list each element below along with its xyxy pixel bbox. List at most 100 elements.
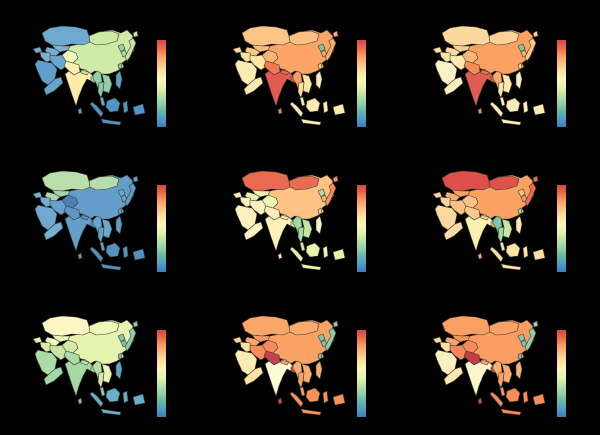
colorbar: [157, 330, 166, 417]
country-sri-lanka: [77, 397, 83, 405]
asia-choropleth-map: [32, 315, 146, 416]
country-japan: [124, 30, 139, 62]
map-panel-bottom-right: [400, 290, 600, 435]
country-yemen-oman: [43, 221, 64, 241]
country-north-korea: [517, 43, 526, 53]
country-philippines: [315, 360, 323, 380]
country-mongolia: [288, 320, 320, 336]
map-area: [400, 145, 550, 290]
country-mongolia: [88, 30, 120, 46]
country-yemen-oman: [243, 76, 264, 96]
country-yemen-oman: [43, 76, 64, 96]
country-nepal: [480, 214, 490, 221]
country-nepal: [280, 214, 290, 221]
country-malaysia: [499, 386, 506, 397]
country-north-korea: [517, 333, 526, 343]
country-thailand: [297, 226, 305, 244]
country-japan: [124, 175, 139, 207]
country-indonesia: [289, 97, 346, 126]
country-sri-lanka: [77, 252, 83, 260]
country-kazakhstan: [41, 315, 91, 337]
country-philippines: [115, 70, 123, 90]
country-nepal: [480, 359, 490, 366]
colorbar: [357, 40, 366, 127]
country-japan: [324, 320, 339, 352]
country-sri-lanka: [277, 107, 283, 115]
country-indonesia: [489, 387, 546, 416]
country-mongolia: [288, 175, 320, 191]
country-japan: [524, 175, 539, 207]
map-area: [0, 145, 150, 290]
country-india: [464, 213, 494, 252]
map-panel-bottom-left: [0, 290, 200, 435]
country-north-korea: [317, 188, 326, 198]
country-yemen-oman: [443, 76, 464, 96]
country-taiwan: [117, 207, 123, 215]
asia-choropleth-map: [232, 25, 346, 126]
country-philippines: [515, 70, 523, 90]
map-area: [0, 290, 150, 435]
map-area: [200, 0, 350, 145]
country-japan: [524, 320, 539, 352]
map-area: [400, 290, 550, 435]
map-panel-middle-right: [400, 145, 600, 290]
map-panel-middle-left: [0, 145, 200, 290]
country-indonesia: [289, 387, 346, 416]
country-thailand: [97, 226, 105, 244]
colorbar: [557, 40, 566, 127]
map-panel-top-center: [200, 0, 400, 145]
country-nepal: [80, 69, 90, 76]
map-area: [0, 0, 150, 145]
country-japan: [324, 175, 339, 207]
country-malaysia: [99, 241, 106, 252]
map-area: [200, 145, 350, 290]
colorbar: [357, 185, 366, 272]
country-north-korea: [517, 188, 526, 198]
country-philippines: [315, 70, 323, 90]
country-thailand: [297, 81, 305, 99]
country-kazakhstan: [441, 170, 491, 192]
country-nepal: [80, 359, 90, 366]
country-yemen-oman: [243, 366, 264, 386]
country-philippines: [115, 215, 123, 235]
country-north-korea: [117, 188, 126, 198]
country-taiwan: [317, 62, 323, 70]
country-yemen-oman: [243, 221, 264, 241]
country-thailand: [97, 81, 105, 99]
country-philippines: [315, 215, 323, 235]
country-kazakhstan: [41, 25, 91, 47]
country-yemen-oman: [443, 366, 464, 386]
country-nepal: [480, 69, 490, 76]
country-indonesia: [489, 242, 546, 271]
country-india: [264, 68, 294, 107]
asia-choropleth-map: [432, 315, 546, 416]
country-india: [264, 358, 294, 397]
country-kazakhstan: [241, 315, 291, 337]
colorbar: [557, 330, 566, 417]
map-panel-bottom-center: [200, 290, 400, 435]
country-philippines: [115, 360, 123, 380]
country-india: [464, 358, 494, 397]
country-taiwan: [517, 352, 523, 360]
asia-choropleth-map: [232, 170, 346, 271]
map-area: [200, 290, 350, 435]
country-mongolia: [488, 30, 520, 46]
country-malaysia: [499, 241, 506, 252]
country-indonesia: [489, 97, 546, 126]
asia-choropleth-map: [432, 25, 546, 126]
country-india: [64, 358, 94, 397]
country-philippines: [515, 215, 523, 235]
country-japan: [324, 30, 339, 62]
country-sri-lanka: [277, 252, 283, 260]
country-india: [464, 68, 494, 107]
country-malaysia: [299, 96, 306, 107]
colorbar: [357, 330, 366, 417]
country-malaysia: [99, 386, 106, 397]
country-nepal: [80, 214, 90, 221]
country-taiwan: [117, 352, 123, 360]
country-yemen-oman: [443, 221, 464, 241]
country-kazakhstan: [441, 315, 491, 337]
country-nepal: [280, 359, 290, 366]
